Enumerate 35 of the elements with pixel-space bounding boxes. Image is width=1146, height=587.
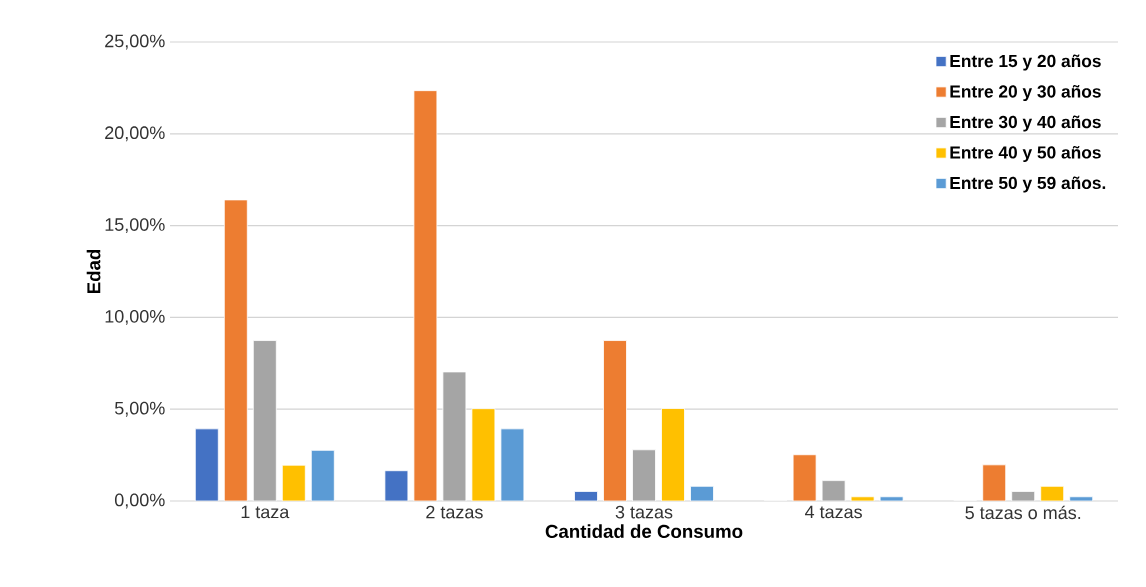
bar (661, 408, 685, 501)
x-tick-label: 3 tazas (615, 505, 673, 519)
bar (442, 371, 467, 501)
bar (194, 428, 219, 501)
x-tick-label: 1 taza (241, 505, 290, 519)
y-tick-label: 5,00% (114, 401, 165, 417)
y-tick-label: 10,00% (105, 309, 165, 325)
legend-label: Entre 15 y 20 años (950, 54, 1101, 71)
y-tick-label: 15,00% (105, 218, 165, 234)
legend-label: Entre 50 y 59 años. (950, 176, 1106, 193)
x-tick-label: 2 tazas (426, 505, 483, 519)
bar (792, 454, 817, 501)
bar (310, 449, 335, 501)
bar (471, 408, 496, 501)
y-tick-label: 25,00% (105, 34, 165, 50)
y-tick-label: 20,00% (105, 126, 165, 142)
y-axis-title: Edad (86, 249, 101, 294)
bar (603, 340, 627, 501)
x-tick-label: 4 tazas (805, 505, 862, 519)
bar (632, 449, 656, 501)
bar (879, 496, 904, 501)
bar (281, 464, 306, 501)
bar (252, 340, 277, 501)
legend-label: Entre 30 y 40 años (950, 115, 1101, 132)
legend-label: Entre 20 y 30 años (950, 84, 1101, 102)
bar (690, 485, 714, 501)
bar (413, 90, 438, 501)
legend-label: Entre 40 y 50 años (950, 145, 1101, 163)
y-tick-label: 0,00% (114, 493, 165, 509)
bar (223, 199, 248, 501)
bar (982, 464, 1007, 501)
bar (500, 428, 525, 501)
bar (1069, 496, 1094, 501)
x-tick-label: 5 tazas o más. (965, 505, 1081, 520)
x-axis-title: Cantidad de Consumo (545, 524, 743, 539)
